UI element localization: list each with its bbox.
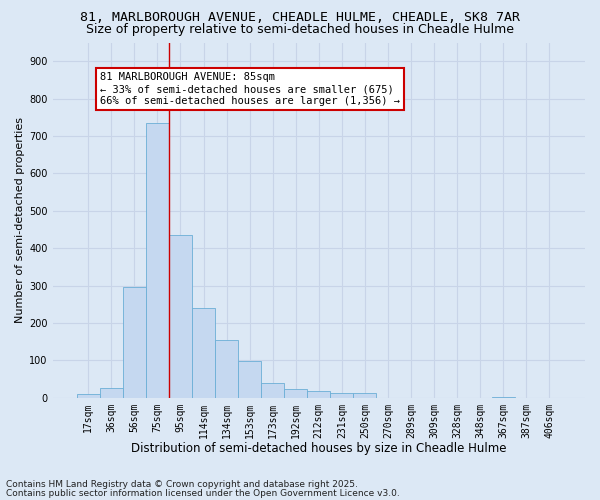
Bar — [330, 393, 353, 398]
Text: Size of property relative to semi-detached houses in Cheadle Hulme: Size of property relative to semi-detach… — [86, 22, 514, 36]
Text: Contains public sector information licensed under the Open Government Licence v3: Contains public sector information licen… — [6, 488, 400, 498]
Bar — [238, 362, 261, 398]
Bar — [215, 340, 238, 398]
Bar — [146, 123, 169, 398]
Bar — [123, 288, 146, 398]
Bar — [284, 390, 307, 398]
Text: Contains HM Land Registry data © Crown copyright and database right 2025.: Contains HM Land Registry data © Crown c… — [6, 480, 358, 489]
Bar — [192, 308, 215, 398]
Bar — [307, 392, 330, 398]
Bar — [261, 383, 284, 398]
Bar — [491, 396, 515, 398]
Text: 81 MARLBOROUGH AVENUE: 85sqm
← 33% of semi-detached houses are smaller (675)
66%: 81 MARLBOROUGH AVENUE: 85sqm ← 33% of se… — [100, 72, 400, 106]
Bar — [169, 235, 192, 398]
Bar — [77, 394, 100, 398]
X-axis label: Distribution of semi-detached houses by size in Cheadle Hulme: Distribution of semi-detached houses by … — [131, 442, 506, 455]
Text: 81, MARLBOROUGH AVENUE, CHEADLE HULME, CHEADLE, SK8 7AR: 81, MARLBOROUGH AVENUE, CHEADLE HULME, C… — [80, 11, 520, 24]
Bar — [100, 388, 123, 398]
Y-axis label: Number of semi-detached properties: Number of semi-detached properties — [15, 117, 25, 323]
Bar — [353, 393, 376, 398]
